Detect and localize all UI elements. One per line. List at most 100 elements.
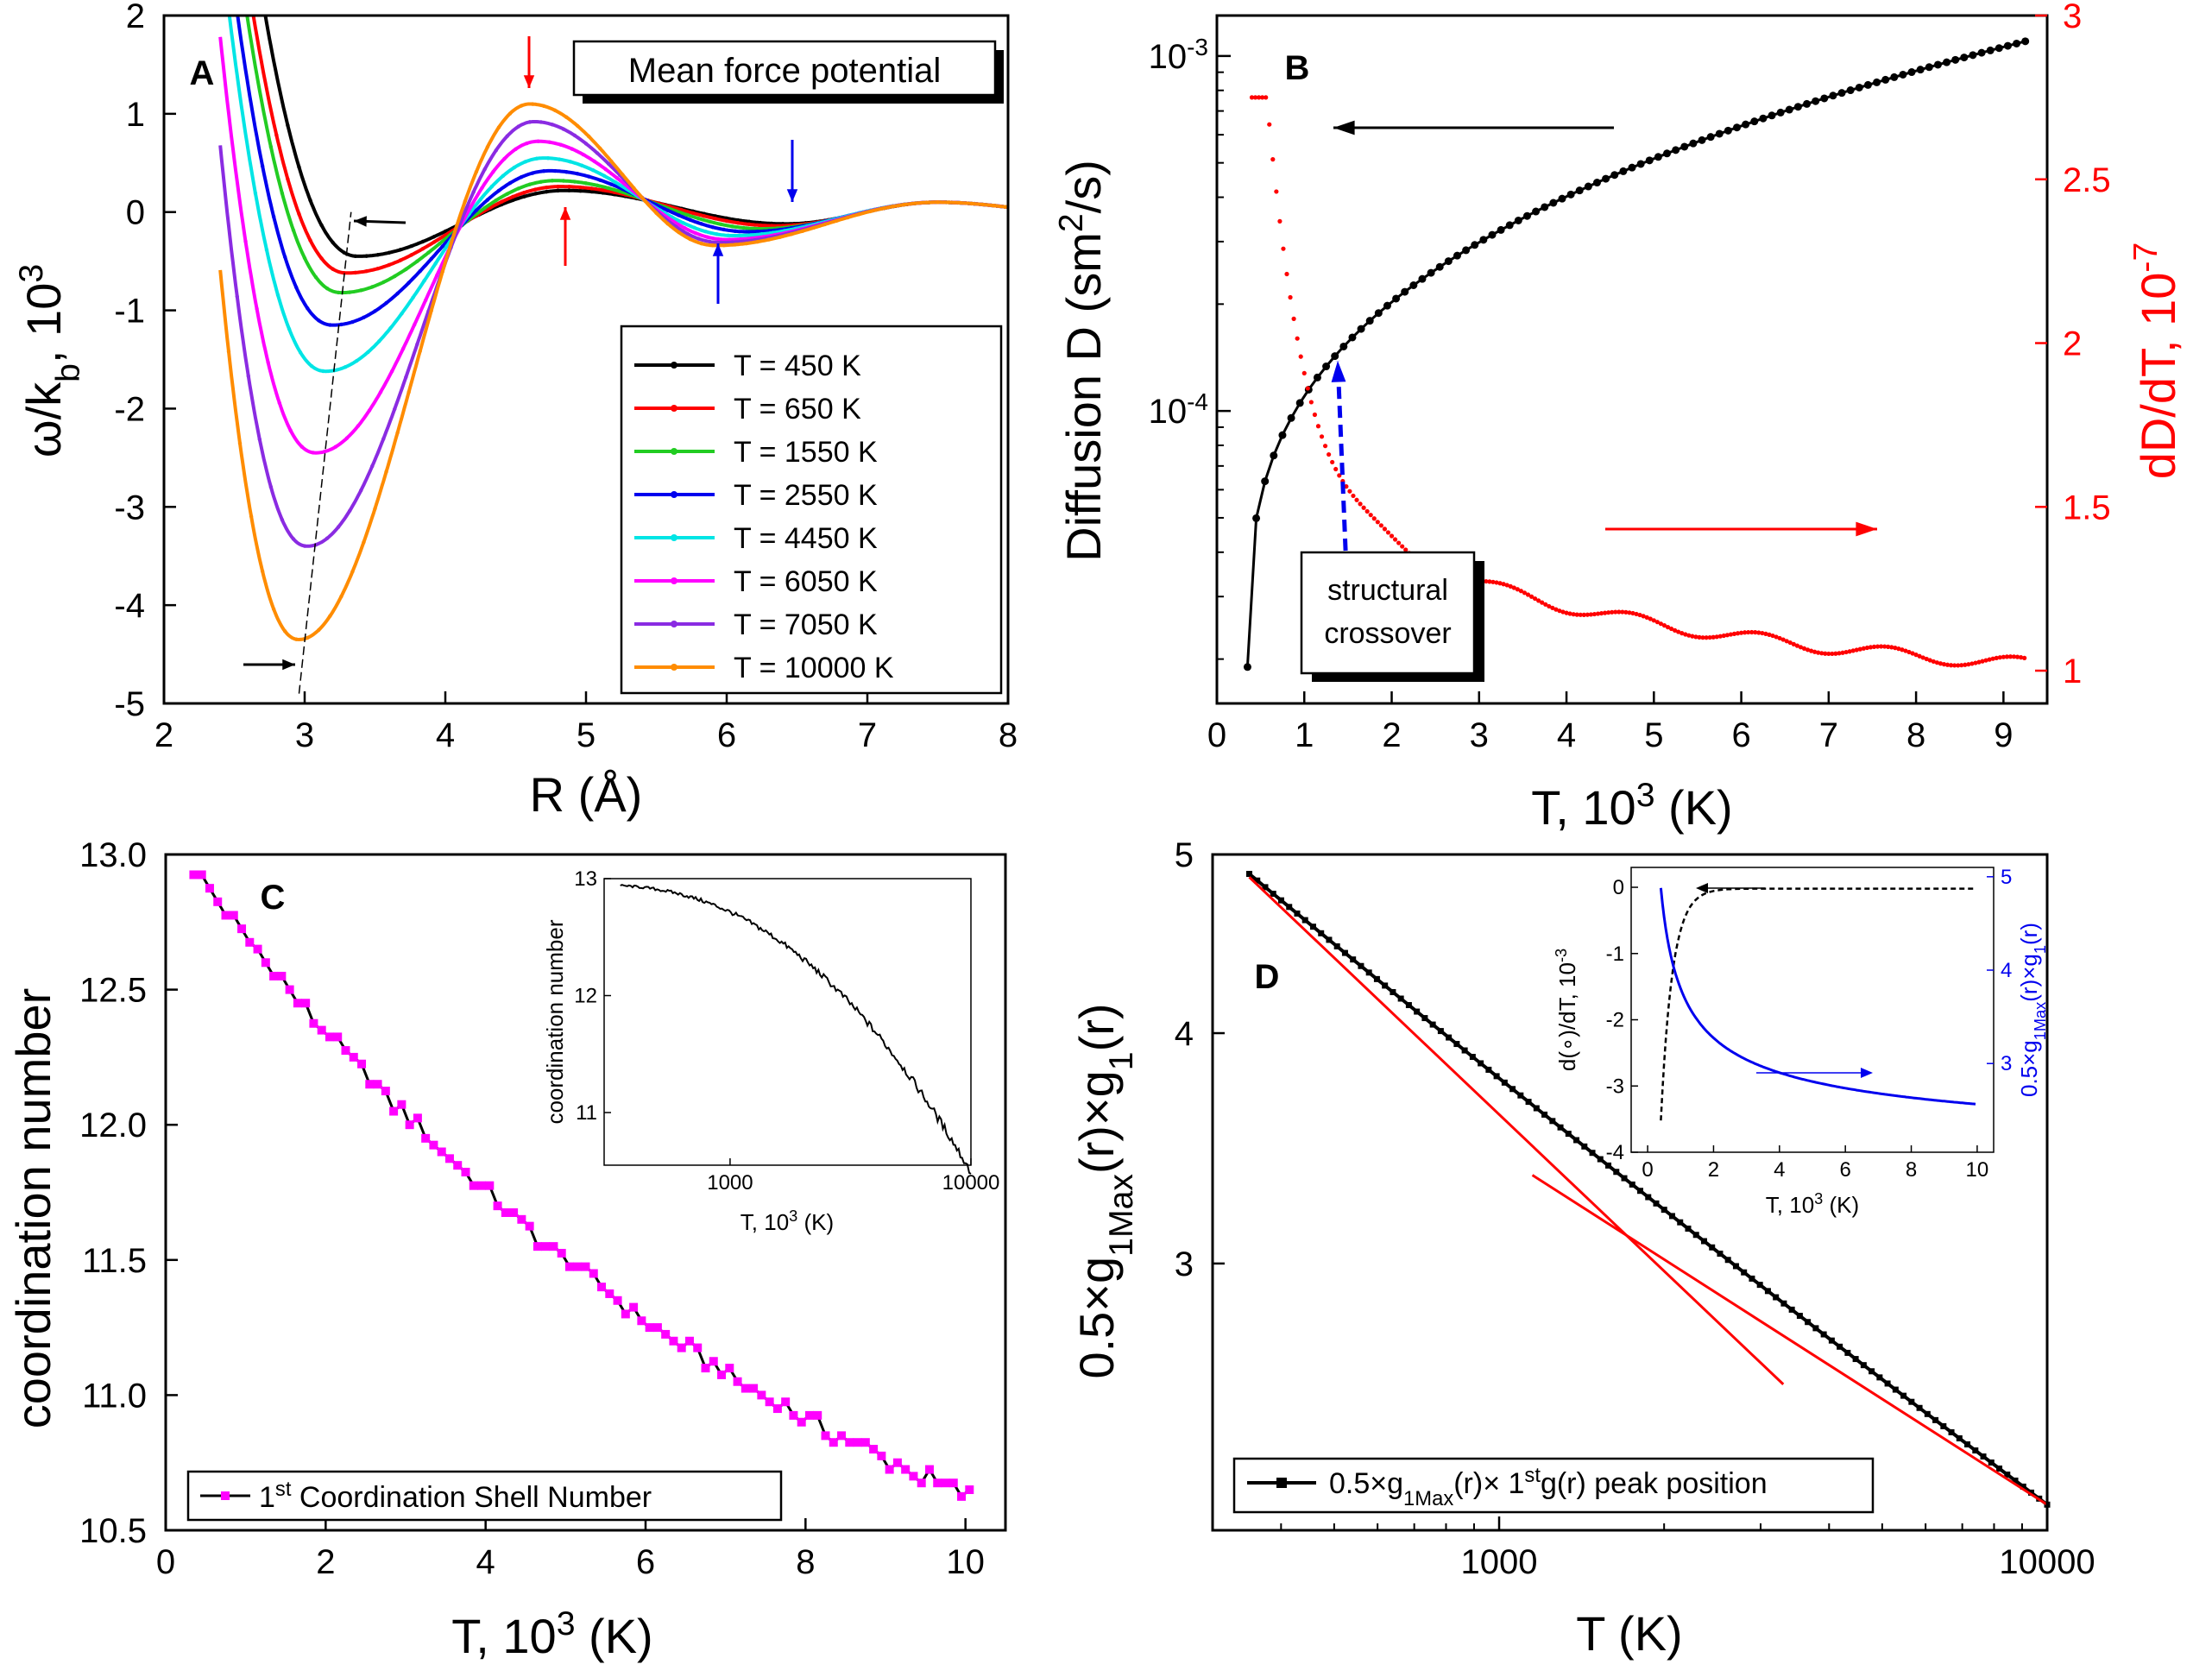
a-marker-1 xyxy=(308,238,312,243)
a-marker-3 xyxy=(519,175,524,180)
d-marker xyxy=(2004,1471,2011,1478)
b-derivative-point xyxy=(1281,246,1286,251)
c-marker xyxy=(652,1323,662,1333)
d-legend-box xyxy=(1232,1457,1875,1514)
a-marker-4 xyxy=(523,160,528,164)
b-derivative-point xyxy=(1711,634,1716,640)
a-marker-3 xyxy=(598,178,602,182)
b-diffusion-point xyxy=(1243,663,1251,671)
b-derivative-point xyxy=(1767,632,1772,637)
b-xtick-label: 3 xyxy=(1470,716,1489,754)
a-marker-2 xyxy=(426,250,431,255)
d-marker xyxy=(1397,995,1404,1002)
c-marker xyxy=(373,1080,382,1089)
c-marker xyxy=(269,971,279,980)
a-marker-0 xyxy=(398,248,403,252)
c-marker xyxy=(237,924,247,934)
b-derivative-point xyxy=(1654,620,1660,625)
c-marker xyxy=(901,1465,911,1474)
b-derivative-point xyxy=(1361,505,1366,510)
d-marker xyxy=(1717,1251,1724,1258)
b-annot-line1: structural xyxy=(1327,574,1448,607)
b-derivative-point xyxy=(1966,662,1971,667)
c-line xyxy=(193,873,971,1499)
d-xtick-label: 1000 xyxy=(1461,1543,1538,1581)
a-marker-1 xyxy=(432,240,437,244)
c-marker xyxy=(229,911,238,920)
a-marker-7 xyxy=(237,441,243,445)
d-inset-xtick-label: 2 xyxy=(1708,1158,1719,1182)
b-derivative-point xyxy=(1497,581,1503,586)
a-curves xyxy=(218,16,1008,642)
a-marker-2 xyxy=(336,290,341,295)
panel-b-diffusion: structural crossover 0 1 2 3 4 5 6 7 8 9 10-4 10-3 1 1.… xyxy=(1053,0,2186,835)
a-marker-3 xyxy=(541,168,546,173)
d-marker xyxy=(1533,1105,1540,1112)
a-marker-6 xyxy=(347,508,352,514)
d-legend-marker xyxy=(1276,1478,1287,1488)
a-marker-7 xyxy=(766,237,772,242)
c-ylabel: coordination number xyxy=(6,988,60,1429)
b-diffusion-point xyxy=(1313,373,1321,381)
a-marker-7 xyxy=(744,241,749,246)
c-marker xyxy=(597,1283,607,1292)
d-marker xyxy=(1461,1047,1468,1054)
b-derivative-point xyxy=(1693,634,1698,640)
a-marker-2 xyxy=(347,290,352,294)
b-derivative-point xyxy=(1808,648,1814,653)
c-marker xyxy=(725,1364,734,1373)
b-diffusion-point xyxy=(1742,120,1750,129)
a-arrow-min-top-head xyxy=(354,216,367,227)
d-marker xyxy=(1405,1002,1412,1009)
a-marker-7 xyxy=(947,200,951,205)
b-derivative-point xyxy=(1956,663,1961,668)
a-marker-2 xyxy=(268,144,274,149)
b-derivative-point xyxy=(1721,633,1726,639)
a-marker-4 xyxy=(400,312,404,316)
a-marker-7 xyxy=(282,629,287,634)
b-diffusion-point xyxy=(1401,287,1409,296)
a-marker-7 xyxy=(913,201,917,205)
b-derivative-point xyxy=(1879,644,1884,649)
a-marker-2 xyxy=(359,288,363,293)
a-marker-4 xyxy=(366,350,370,355)
d-marker xyxy=(1350,956,1357,963)
d-marker xyxy=(1749,1275,1755,1282)
b-derivative-point xyxy=(1969,661,1975,666)
d-marker xyxy=(1645,1194,1652,1201)
d-marker xyxy=(1773,1294,1780,1301)
d-marker xyxy=(1294,910,1301,917)
b-diffusion-point xyxy=(1558,194,1566,203)
b-diffusion-point xyxy=(1812,97,1820,105)
d-marker xyxy=(1876,1374,1883,1381)
a-marker-7 xyxy=(485,145,490,149)
b-diffusion-point xyxy=(1969,51,1977,60)
a-marker-2 xyxy=(291,228,296,232)
d-inset-ytick-right-label: 5 xyxy=(2001,866,2012,889)
d-marker xyxy=(1956,1434,1963,1441)
b-diffusion-point xyxy=(1916,66,1925,74)
a-marker-0 xyxy=(364,254,369,258)
c-inset-ytick-label: 12 xyxy=(574,985,597,1008)
c-ytick-label: 10.5 xyxy=(79,1512,147,1550)
a-marker-5 xyxy=(547,140,551,144)
a-marker-1 xyxy=(500,199,504,205)
d-marker xyxy=(1709,1244,1716,1251)
a-marker-6 xyxy=(291,537,296,541)
a-marker-3 xyxy=(485,198,490,202)
c-marker xyxy=(709,1357,718,1366)
a-marker-5 xyxy=(693,230,698,236)
b-derivative-point xyxy=(1571,612,1576,617)
d-marker xyxy=(1820,1331,1827,1338)
a-marker-7 xyxy=(350,570,355,574)
c-marker xyxy=(637,1316,646,1326)
a-marker-4 xyxy=(411,295,415,300)
b-diffusion-point xyxy=(1488,230,1497,239)
a-marker-3 xyxy=(339,322,343,327)
b-xtick-label: 4 xyxy=(1557,716,1576,754)
a-marker-1 xyxy=(724,218,729,224)
b-derivative-point xyxy=(1375,520,1380,525)
b-derivative-point xyxy=(1973,660,1978,665)
a-marker-1 xyxy=(690,211,696,216)
panel-a-mean-force-potential: 2 3 4 5 6 7 8 -5 -4 -3 -2 -1 0 1 2 R (Å) ω/kb, 103 A Mean … xyxy=(13,0,1018,822)
